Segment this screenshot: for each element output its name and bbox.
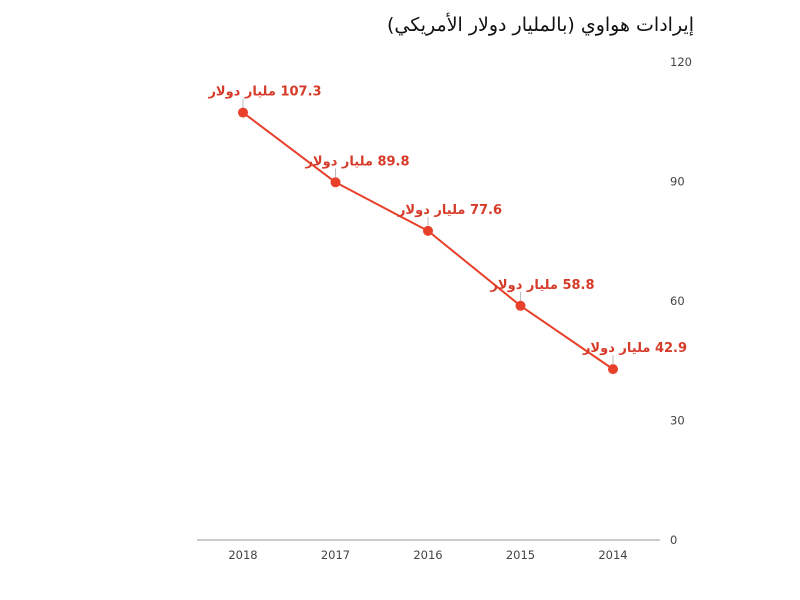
y-tick-label: 0 [670, 533, 677, 547]
data-point [238, 107, 248, 118]
data-label: 89.8 مليار دولار [304, 154, 409, 169]
x-tick-label: 2017 [321, 548, 350, 562]
data-label: 77.6 مليار دولار [397, 203, 502, 218]
data-point [330, 177, 341, 188]
data-label: 42.9 مليار دولار [582, 341, 687, 356]
x-tick-label: 2015 [506, 548, 535, 562]
y-tick-label: 60 [670, 294, 685, 308]
x-tick-label: 2014 [598, 548, 627, 562]
axis-layer: 2018 2017 2016 2015 2014 0 30 60 90 120 [197, 55, 692, 562]
series-line [242, 111, 614, 370]
series-layer [238, 107, 618, 375]
data-label-layer: 107.3 مليار دولار 89.8 مليار دولار 77.6 مل… [207, 85, 687, 365]
y-tick-label: 90 [670, 175, 685, 189]
data-point [515, 300, 526, 311]
data-label: 58.8 مليار دولار [489, 278, 594, 293]
data-label: 107.3 مليار دولار [207, 85, 321, 100]
x-tick-label: 2016 [413, 548, 442, 562]
y-tick-label: 30 [670, 414, 685, 428]
data-point [423, 225, 433, 236]
chart-title: إيرادات هواوي (بالمليار دولار الأمريكي) [387, 14, 694, 36]
x-tick-label: 2018 [228, 548, 257, 562]
data-point [608, 364, 618, 375]
y-tick-label: 120 [670, 55, 692, 69]
